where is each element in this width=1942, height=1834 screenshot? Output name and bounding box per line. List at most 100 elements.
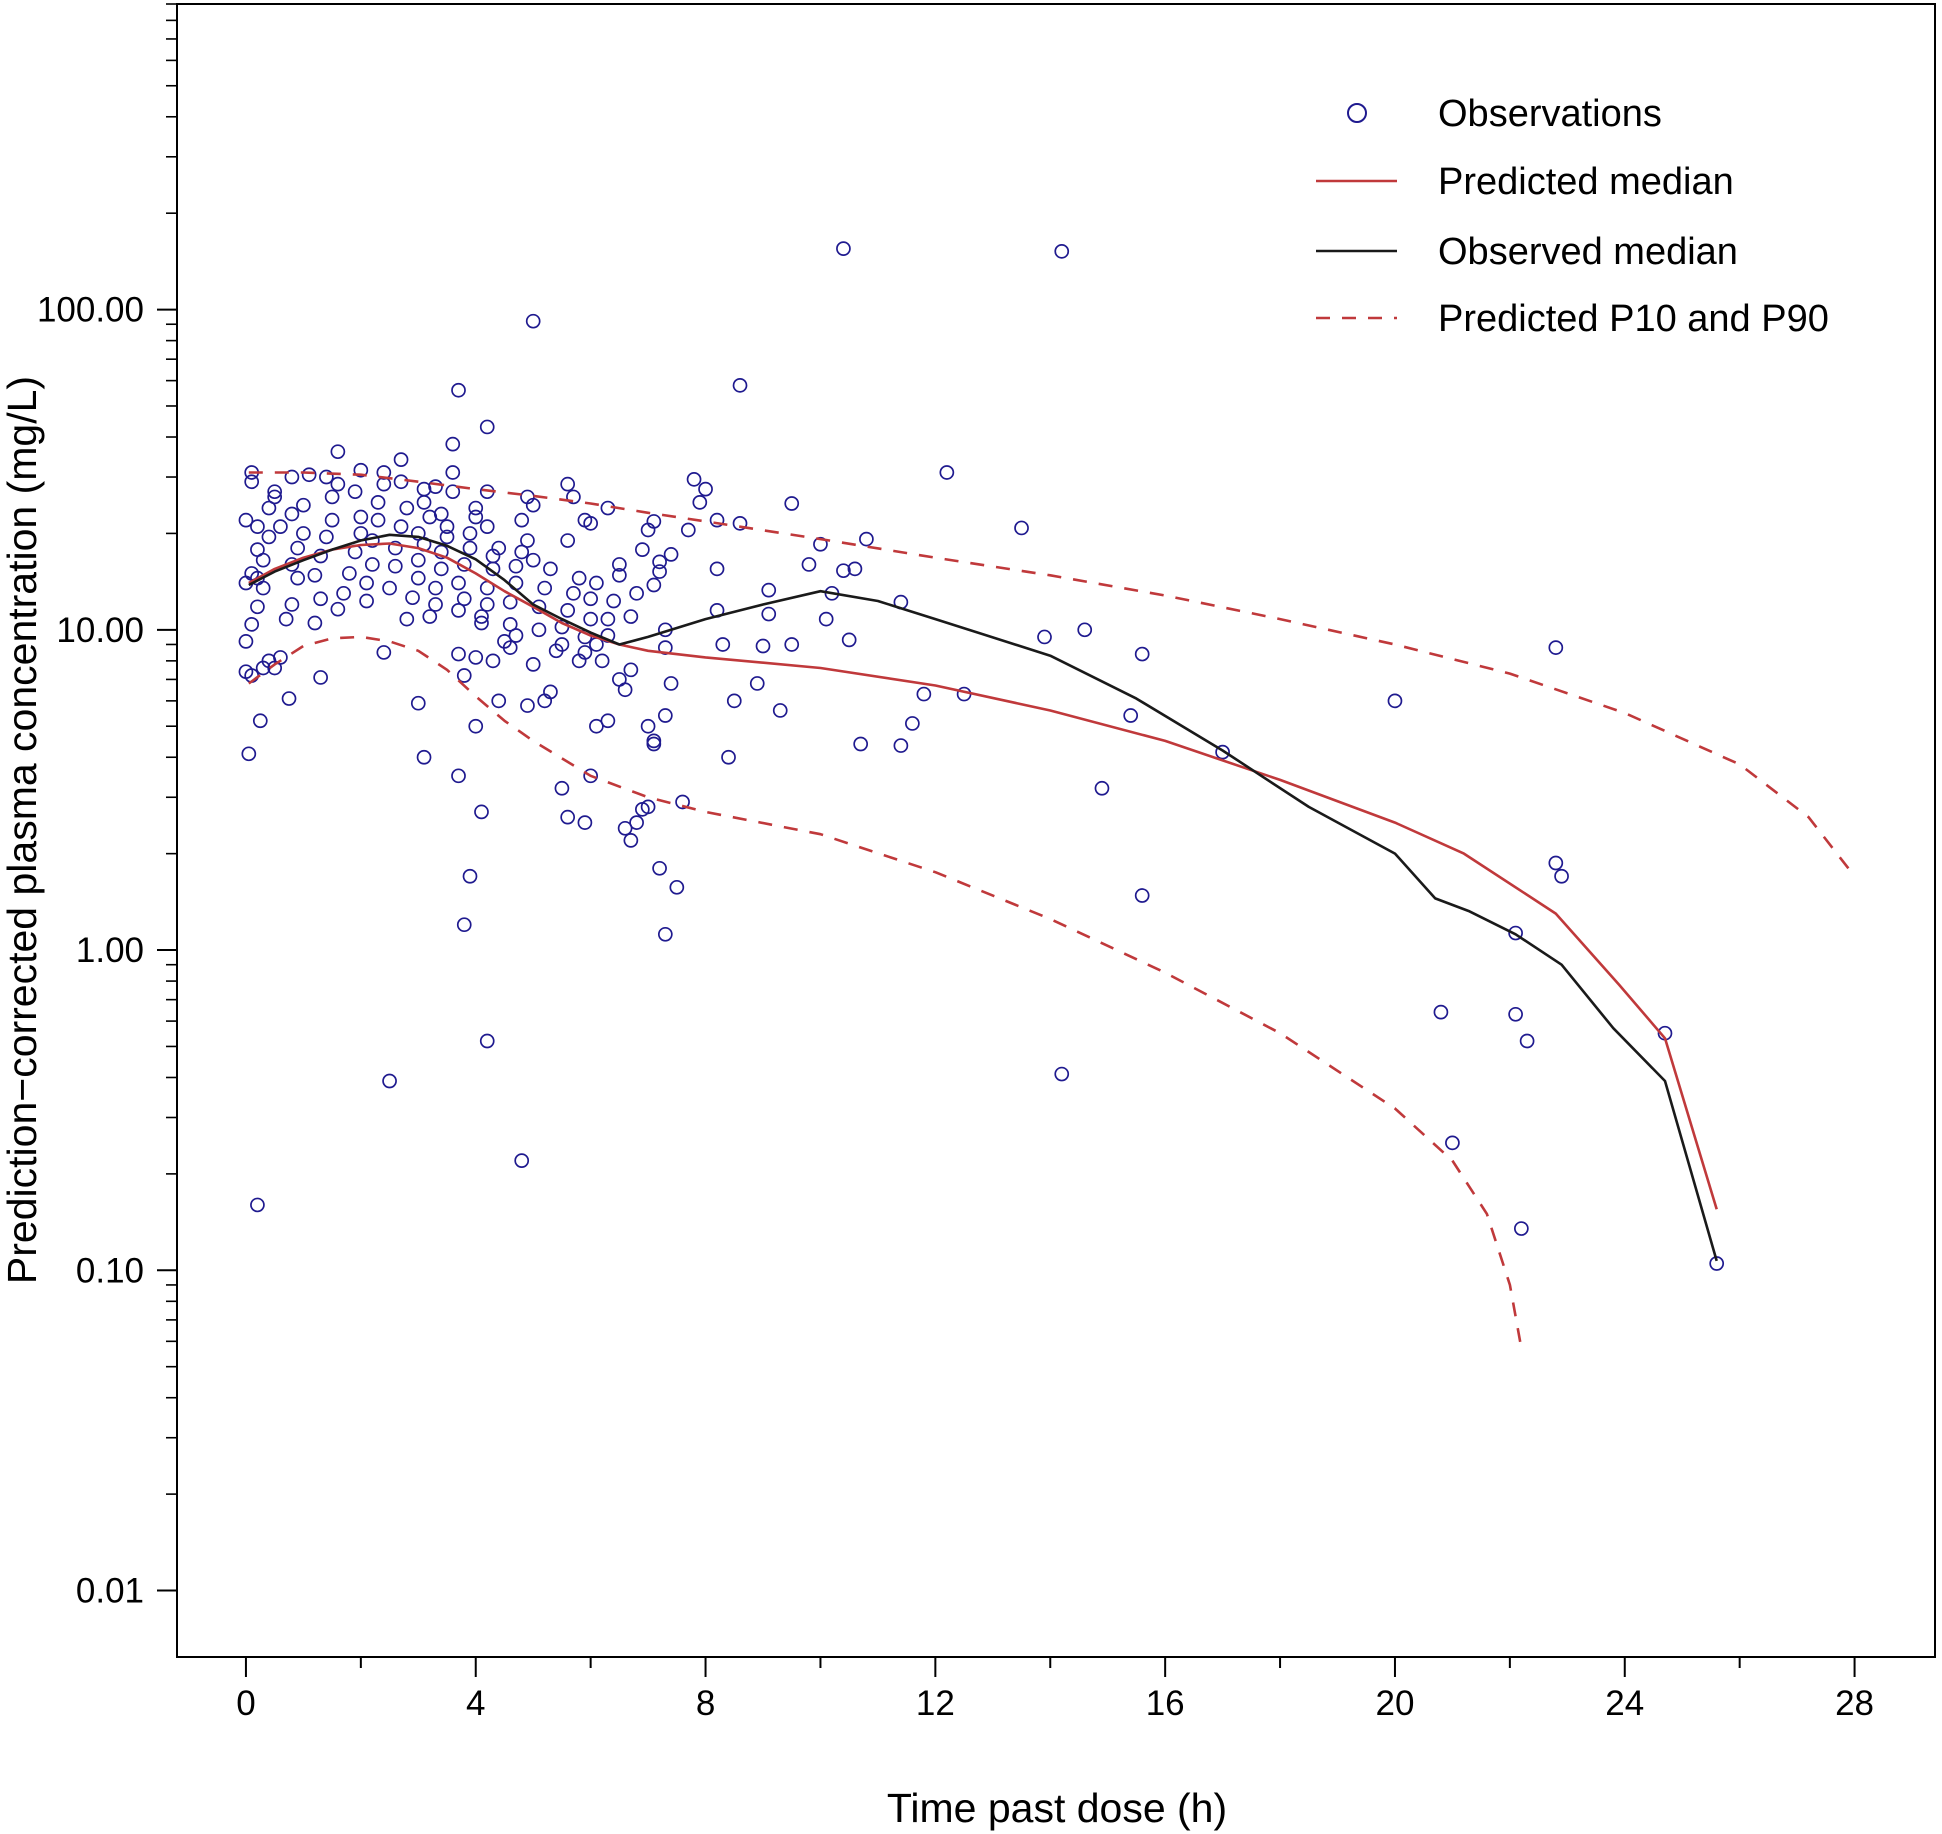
observation-point [393, 474, 409, 490]
observation-point [537, 580, 553, 596]
observation-point [1433, 1004, 1449, 1020]
observation-point [410, 526, 426, 541]
observation-point [669, 879, 685, 895]
observation-point [238, 512, 254, 528]
observation-point [393, 519, 409, 534]
observation-point [721, 749, 736, 765]
observation-point [376, 645, 392, 660]
observation-point [560, 476, 576, 492]
observation-point [468, 500, 484, 516]
observation-point [273, 519, 288, 534]
observation-point [514, 512, 530, 528]
observation-point [479, 519, 495, 534]
observation-point [583, 768, 598, 784]
observation-point [657, 640, 673, 655]
observation-point [566, 585, 581, 601]
observation-point [726, 693, 742, 709]
observation-point [347, 484, 363, 500]
observation-point [267, 489, 283, 505]
observation-point [261, 529, 277, 545]
observation-point [514, 1153, 530, 1168]
observation-point [456, 917, 472, 933]
observation-point [284, 469, 300, 485]
observation-point [698, 481, 713, 497]
observation-point [252, 713, 268, 729]
observation-point [1037, 629, 1052, 645]
legend-observations-label: Observations [1438, 93, 1662, 135]
observation-point [853, 736, 869, 752]
observation-point [663, 547, 679, 562]
observation-point [474, 615, 489, 631]
observation-point [410, 695, 426, 711]
observation-point [1094, 780, 1110, 796]
observation-point [238, 634, 254, 649]
observation-point [296, 497, 311, 513]
observation-point [612, 557, 627, 572]
observation-point [859, 531, 874, 547]
observation-point [525, 552, 541, 568]
observation-point [462, 526, 478, 541]
observation-point [577, 645, 593, 660]
observation-point [336, 585, 351, 601]
observation-point [600, 611, 616, 627]
observation-point [456, 668, 472, 683]
observation-point [479, 1033, 495, 1049]
observation-point [554, 637, 570, 652]
observation-point [491, 693, 507, 709]
observation-point [1134, 888, 1150, 903]
observation-point [462, 540, 478, 556]
x-tick-label: 28 [1835, 1684, 1874, 1723]
observation-point [353, 509, 369, 525]
observation-point [531, 622, 547, 638]
observation-point [623, 833, 639, 848]
x-tick-label: 0 [236, 1684, 255, 1723]
observation-point [290, 540, 305, 556]
observation-point [629, 815, 644, 830]
observation-point [583, 591, 598, 607]
observation-point [520, 698, 535, 713]
y-axis-title: Prediction−corrected plasma concentratio… [0, 376, 45, 1284]
observation-point [290, 570, 305, 586]
observation-point [462, 868, 478, 884]
y-tick-label: 0.01 [76, 1572, 144, 1611]
observation-point [342, 566, 357, 581]
observation-point [1508, 925, 1523, 941]
observation-point [1519, 1033, 1535, 1049]
observation-point [686, 472, 702, 487]
observation-point [281, 691, 297, 706]
observation-point [663, 676, 679, 691]
observation-point [359, 593, 374, 609]
observation-point [439, 519, 455, 534]
observation-point [410, 570, 426, 586]
observation-point [376, 465, 392, 480]
observation-point [755, 638, 771, 654]
observation-point [939, 465, 955, 480]
observation-point [1548, 640, 1564, 655]
series-line-observed-median [248, 533, 1718, 1262]
observation-point [589, 718, 604, 734]
lines-layer [248, 471, 1856, 1349]
observation-point [479, 419, 495, 435]
observation-point [468, 509, 484, 525]
observation-point [577, 815, 593, 830]
observation-point [330, 444, 346, 460]
observation-point [324, 489, 340, 505]
observation-point [1077, 622, 1093, 638]
observation-point [451, 768, 466, 784]
observation-point [445, 484, 461, 500]
observation-point [1134, 646, 1150, 662]
observation-point [1215, 744, 1230, 760]
observation-point [761, 582, 777, 598]
observation-point [491, 540, 507, 556]
observation-point [554, 780, 570, 796]
observation-point [324, 512, 340, 528]
x-axis-title: Time past dose (h) [887, 1785, 1227, 1831]
observation-point [1014, 520, 1029, 536]
observation-point [1054, 1066, 1070, 1082]
observation-point [1054, 243, 1070, 259]
observation-point [445, 436, 461, 452]
observation-point [784, 496, 800, 511]
observation-point [646, 577, 662, 593]
observation-point [485, 653, 501, 669]
